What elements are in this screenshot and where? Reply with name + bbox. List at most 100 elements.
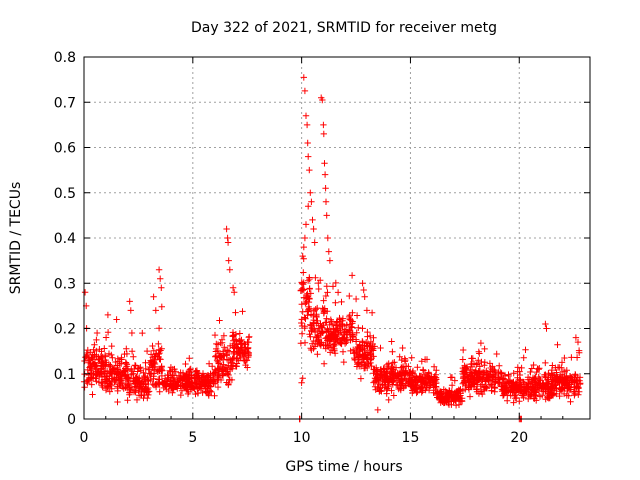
data-point xyxy=(298,301,305,308)
data-point xyxy=(349,320,356,327)
data-point xyxy=(331,340,339,347)
data-point xyxy=(155,266,163,273)
data-point xyxy=(461,362,468,369)
data-point xyxy=(322,185,329,192)
data-point xyxy=(384,373,391,380)
data-point xyxy=(460,346,467,354)
data-point xyxy=(139,329,146,337)
data-point xyxy=(304,277,312,284)
data-point xyxy=(330,325,337,332)
data-point xyxy=(571,392,578,399)
data-point xyxy=(214,383,222,391)
data-point xyxy=(351,356,359,363)
data-point xyxy=(331,342,338,349)
data-point xyxy=(359,280,366,287)
data-point xyxy=(166,367,173,374)
data-point xyxy=(343,322,350,329)
data-point xyxy=(364,356,371,363)
data-point xyxy=(476,363,483,370)
data-point xyxy=(93,378,100,385)
data-point xyxy=(158,345,165,352)
data-point xyxy=(409,369,416,376)
data-point xyxy=(201,377,208,384)
data-point xyxy=(324,234,331,242)
data-point xyxy=(357,344,364,352)
data-point xyxy=(391,359,398,366)
data-point xyxy=(152,307,159,314)
data-point xyxy=(322,198,330,205)
data-point xyxy=(225,356,232,364)
data-point xyxy=(498,388,506,395)
data-point xyxy=(109,354,116,361)
data-point xyxy=(301,339,309,346)
data-point xyxy=(473,386,480,393)
data-point xyxy=(233,362,240,370)
data-point xyxy=(518,364,525,372)
data-point xyxy=(338,298,345,306)
data-point xyxy=(115,370,122,377)
data-point xyxy=(352,338,360,345)
data-point xyxy=(311,328,319,336)
data-point xyxy=(512,395,519,402)
data-point xyxy=(491,378,499,385)
data-point xyxy=(138,392,145,399)
data-point xyxy=(217,363,224,371)
data-point xyxy=(298,285,306,293)
data-point xyxy=(158,303,165,310)
data-point xyxy=(216,372,223,379)
data-point xyxy=(397,384,404,392)
data-point xyxy=(225,371,232,379)
data-point xyxy=(314,351,321,358)
data-point xyxy=(505,372,512,380)
data-point xyxy=(367,342,374,349)
data-point xyxy=(347,317,355,324)
data-point xyxy=(477,339,485,347)
data-point xyxy=(218,353,225,360)
data-point xyxy=(396,381,403,389)
data-point xyxy=(221,344,228,351)
data-point xyxy=(322,292,330,300)
data-point xyxy=(476,350,483,357)
data-point xyxy=(88,381,95,388)
data-point xyxy=(320,310,327,317)
data-point xyxy=(245,334,252,341)
data-point xyxy=(224,239,232,246)
data-point xyxy=(317,277,324,284)
data-point xyxy=(107,362,114,369)
data-point xyxy=(116,381,123,388)
data-point xyxy=(301,87,309,95)
data-point xyxy=(334,327,342,335)
data-point xyxy=(349,309,356,316)
data-point xyxy=(107,368,115,375)
data-point xyxy=(572,372,579,379)
data-point xyxy=(302,300,309,307)
data-point xyxy=(156,388,163,395)
data-point xyxy=(340,358,347,366)
data-point xyxy=(356,348,363,355)
data-point xyxy=(444,392,451,400)
data-point xyxy=(158,363,165,370)
data-point xyxy=(127,307,134,314)
data-point xyxy=(298,379,305,386)
data-point xyxy=(488,387,495,394)
data-point xyxy=(413,374,420,382)
data-point xyxy=(389,359,396,367)
data-point xyxy=(534,379,541,386)
data-point xyxy=(317,320,324,327)
data-point xyxy=(572,334,580,341)
data-point xyxy=(388,370,395,377)
data-point xyxy=(434,390,441,397)
data-point xyxy=(341,335,348,343)
data-point xyxy=(454,393,461,400)
data-point xyxy=(324,342,332,349)
data-point xyxy=(475,357,482,364)
data-point xyxy=(301,234,309,242)
data-point xyxy=(139,378,147,385)
data-point xyxy=(89,356,97,363)
data-point xyxy=(313,312,320,320)
data-point xyxy=(507,392,514,399)
data-point xyxy=(553,390,560,398)
data-point xyxy=(101,345,108,352)
data-point xyxy=(86,364,93,371)
data-point xyxy=(361,342,368,350)
